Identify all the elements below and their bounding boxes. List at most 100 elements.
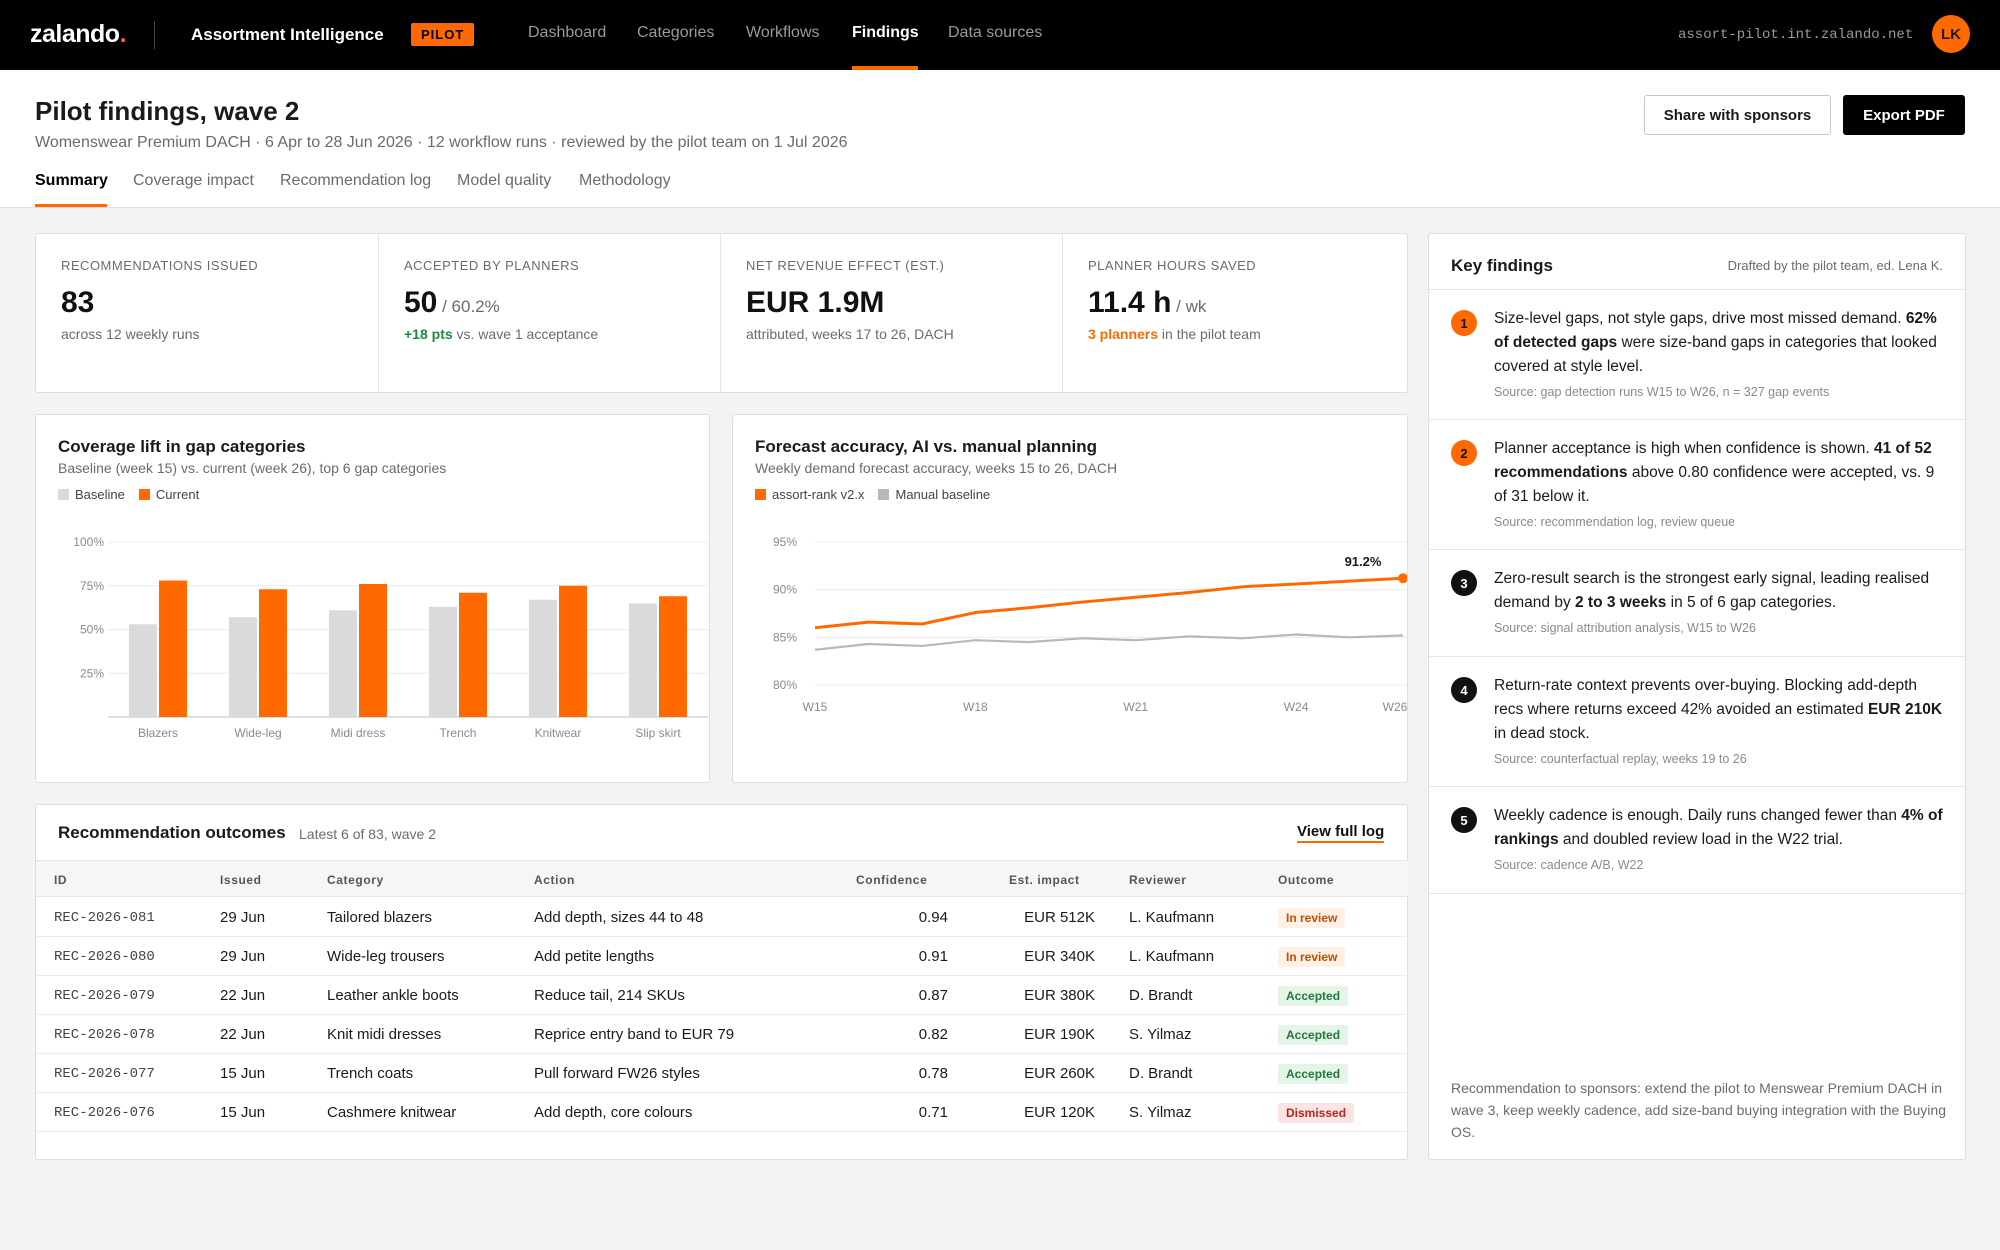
kpi-planner-hours-saved: Planner hours saved 11.4 h / wk 3 planne… xyxy=(1062,234,1404,392)
page-header: Pilot findings, wave 2 Womenswear Premiu… xyxy=(0,70,2000,208)
chart-title: Forecast accuracy, AI vs. manual plannin… xyxy=(755,437,1098,456)
status-badge: In review xyxy=(1278,947,1346,967)
bar-baseline[interactable] xyxy=(329,610,357,717)
series-line-manual-baseline[interactable] xyxy=(814,633,1404,651)
finding-number: 5 xyxy=(1451,807,1477,833)
col-reviewer[interactable]: Reviewer xyxy=(1129,873,1187,887)
nav-categories[interactable]: Categories xyxy=(637,24,715,41)
tab-summary[interactable]: Summary xyxy=(35,172,108,189)
cell-id[interactable]: REC-2026-079 xyxy=(54,988,155,1004)
kpi-label: Recommendations issued xyxy=(61,258,259,273)
share-with-sponsors-button[interactable]: Share with sponsors xyxy=(1644,95,1831,135)
bar-baseline[interactable] xyxy=(129,624,157,717)
col-category[interactable]: Category xyxy=(327,873,384,887)
bar-current[interactable] xyxy=(359,584,387,717)
user-avatar[interactable]: LK xyxy=(1932,15,1970,53)
nav-findings[interactable]: Findings xyxy=(852,24,919,41)
x-tick-label: Blazers xyxy=(138,726,178,740)
cell-category: Leather ankle boots xyxy=(327,987,459,1004)
cell-issued: 22 Jun xyxy=(220,987,266,1004)
chart-subtitle: Weekly demand forecast accuracy, weeks 1… xyxy=(755,460,1118,476)
table-title: Recommendation outcomes xyxy=(58,823,286,842)
bar-baseline[interactable] xyxy=(629,603,657,717)
cell-confidence: 0.71 xyxy=(918,1104,948,1121)
y-tick-label: 90% xyxy=(773,583,797,597)
col-action[interactable]: Action xyxy=(534,873,575,887)
col-issued[interactable]: Issued xyxy=(220,873,262,887)
cell-id[interactable]: REC-2026-078 xyxy=(54,1027,155,1043)
cell-impact: EUR 260K xyxy=(1024,1065,1095,1082)
y-tick-label: 25% xyxy=(80,666,104,680)
status-badge: Accepted xyxy=(1278,986,1349,1006)
cell-category: Tailored blazers xyxy=(327,909,433,926)
bar-current[interactable] xyxy=(659,596,687,717)
tab-methodology[interactable]: Methodology xyxy=(579,172,671,189)
bar-current[interactable] xyxy=(259,589,287,717)
finding-text: Planner acceptance is high when confiden… xyxy=(1494,440,1935,505)
nav-data-sources[interactable]: Data sources xyxy=(948,24,1043,41)
table-row[interactable]: REC-2026-079 22 Jun Leather ankle boots Red… xyxy=(36,976,1408,1015)
bar-baseline[interactable] xyxy=(529,599,557,717)
col-confidence[interactable]: Confidence xyxy=(856,873,928,887)
legend-item-baseline: Baseline xyxy=(58,487,125,502)
finding-text: Return-rate context prevents over-buying… xyxy=(1494,677,1943,742)
kpi-value: EUR 1.9M xyxy=(746,286,885,319)
table-row[interactable]: REC-2026-077 15 Jun Trench coats Pull forwa… xyxy=(36,1054,1408,1093)
cell-impact: EUR 120K xyxy=(1024,1104,1095,1121)
cell-confidence: 0.82 xyxy=(918,1026,948,1043)
x-tick-label: Wide-leg xyxy=(234,726,281,740)
kpi-value: 11.4 h / wk xyxy=(1088,286,1207,319)
y-tick-label: 80% xyxy=(773,678,797,692)
export-pdf-button[interactable]: Export PDF xyxy=(1843,95,1965,135)
finding-source: Source: cadence A/B, W22 xyxy=(1494,858,1644,872)
cell-action: Reduce tail, 214 SKUs xyxy=(534,987,685,1004)
cell-id[interactable]: REC-2026-076 xyxy=(54,1105,155,1121)
table-row[interactable]: REC-2026-080 29 Jun Wide-leg trousers Add p… xyxy=(36,937,1408,976)
bar-current[interactable] xyxy=(159,580,187,718)
legend-item-manual-baseline: Manual baseline xyxy=(878,487,990,502)
tab-model-quality[interactable]: Model quality xyxy=(457,172,552,189)
page-title: Pilot findings, wave 2 xyxy=(35,96,300,126)
col-id[interactable]: ID xyxy=(54,873,68,887)
kpi-recommendations-issued: Recommendations issued 83 across 12 week… xyxy=(36,234,378,392)
tab-coverage-impact[interactable]: Coverage impact xyxy=(133,172,254,189)
end-point-marker[interactable] xyxy=(1398,573,1407,584)
y-tick-label: 95% xyxy=(773,535,797,549)
x-tick-label: W15 xyxy=(803,700,828,714)
cell-reviewer: D. Brandt xyxy=(1129,1065,1193,1082)
cell-issued: 15 Jun xyxy=(220,1104,266,1121)
table-row[interactable]: REC-2026-076 15 Jun Cashmere knitwear Add d… xyxy=(36,1093,1408,1132)
cell-reviewer: L. Kaufmann xyxy=(1129,909,1215,926)
finding-item: 3 Zero-result search is the strongest ear… xyxy=(1429,550,1965,657)
zalando-logo[interactable]: zalando. xyxy=(30,20,127,48)
forecast-chart-card: Forecast accuracy, AI vs. manual plannin… xyxy=(732,414,1408,783)
divider xyxy=(1429,289,1965,290)
bar-current[interactable] xyxy=(559,585,587,717)
x-tick-label: Knitwear xyxy=(535,726,582,740)
x-tick-label: Midi dress xyxy=(331,726,386,740)
finding-number: 4 xyxy=(1451,677,1477,703)
cell-confidence: 0.91 xyxy=(918,948,948,965)
bar-baseline[interactable] xyxy=(229,617,257,717)
col-outcome[interactable]: Outcome xyxy=(1278,873,1335,887)
bar-current[interactable] xyxy=(459,592,487,717)
cell-id[interactable]: REC-2026-081 xyxy=(54,910,155,926)
cell-id[interactable]: REC-2026-080 xyxy=(54,949,155,965)
nav-workflows[interactable]: Workflows xyxy=(746,24,820,41)
tab-recommendation-log[interactable]: Recommendation log xyxy=(280,172,432,189)
series-line-assort-rank[interactable] xyxy=(814,576,1404,630)
cell-action: Add petite lengths xyxy=(534,948,655,965)
cell-impact: EUR 190K xyxy=(1024,1026,1095,1043)
coverage-chart-card: Coverage lift in gap categories Baseline… xyxy=(35,414,710,783)
nav-dashboard[interactable]: Dashboard xyxy=(528,24,607,41)
table-row[interactable]: REC-2026-081 29 Jun Tailored blazers Add de… xyxy=(36,898,1408,937)
col-est-impact[interactable]: Est. impact xyxy=(1009,873,1080,887)
bar-baseline[interactable] xyxy=(429,606,457,717)
x-tick-label: W24 xyxy=(1284,700,1309,714)
chart-legend: assort-rank v2.x Manual baseline xyxy=(755,487,990,502)
kpi-net-revenue-effect: Net revenue effect (est.) EUR 1.9M attri… xyxy=(720,234,1062,392)
cell-category: Wide-leg trousers xyxy=(327,948,445,965)
view-full-log-link[interactable]: View full log xyxy=(1297,823,1385,843)
cell-id[interactable]: REC-2026-077 xyxy=(54,1066,155,1082)
table-row[interactable]: REC-2026-078 22 Jun Knit midi dresses Repri… xyxy=(36,1015,1408,1054)
